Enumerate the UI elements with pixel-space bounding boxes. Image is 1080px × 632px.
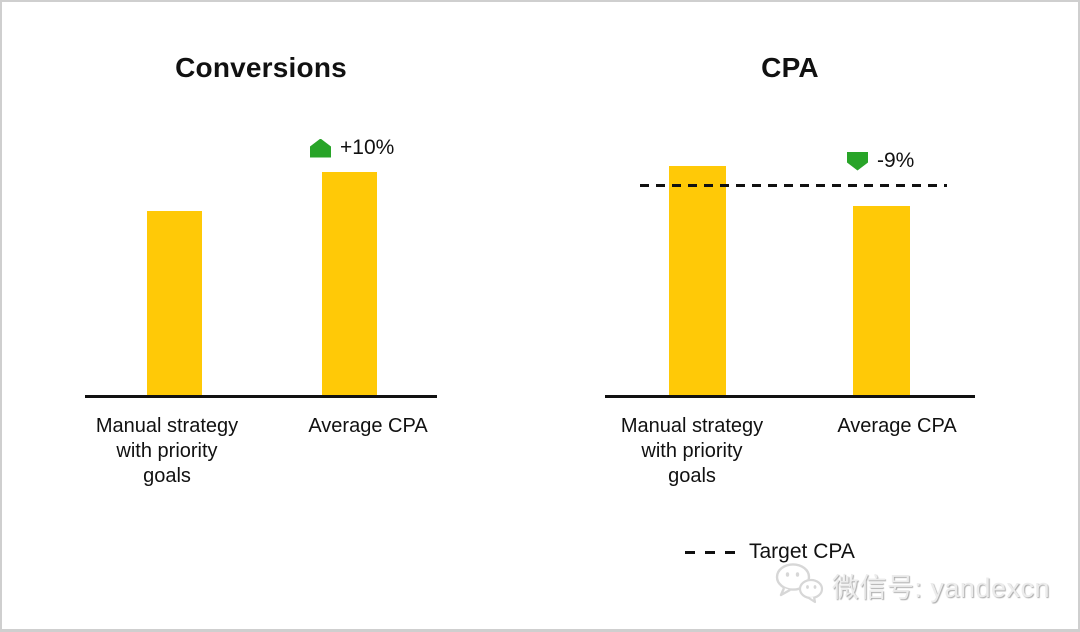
cpa-change-label: -9%	[877, 149, 915, 172]
conversions-bar-average-cpa	[322, 171, 377, 398]
conversions-xlabel-average-cpa: Average CPA	[308, 415, 428, 437]
arrow-down-icon	[847, 151, 868, 171]
conversions-bar-manual-strategy	[147, 211, 202, 398]
wechat-icon	[774, 562, 824, 609]
legend-label: Target CPA	[749, 540, 855, 563]
watermark-text: 微信号: yandexcn	[831, 573, 1050, 603]
target-cpa-line	[640, 184, 947, 188]
conversions-chart-title: Conversions	[175, 52, 347, 83]
legend: Target CPA	[685, 540, 855, 564]
conversions-change-label: +10%	[340, 136, 395, 159]
cpa-change-annotation: -9%	[847, 148, 914, 174]
cpa-x-axis-line	[605, 395, 975, 398]
conversions-x-axis-line	[85, 395, 437, 398]
cpa-bar-manual-strategy	[669, 166, 726, 398]
legend-dash-swatch	[685, 550, 735, 554]
watermark: 微信号: yandexcn	[774, 562, 1050, 609]
cpa-xlabel-manual-strategy: Manual strategy with priority goals	[620, 415, 764, 487]
arrow-up-icon	[310, 138, 331, 158]
cpa-chart-title: CPA	[761, 52, 819, 83]
conversions-change-annotation: +10%	[310, 135, 394, 161]
conversions-plot-area: +10%	[85, 136, 437, 398]
cpa-plot-area: -9%	[605, 141, 975, 398]
cpa-xlabel-average-cpa: Average CPA	[837, 415, 957, 437]
cpa-bar-average-cpa	[853, 206, 910, 398]
conversions-xlabel-manual-strategy: Manual strategy with priority goals	[95, 415, 239, 487]
